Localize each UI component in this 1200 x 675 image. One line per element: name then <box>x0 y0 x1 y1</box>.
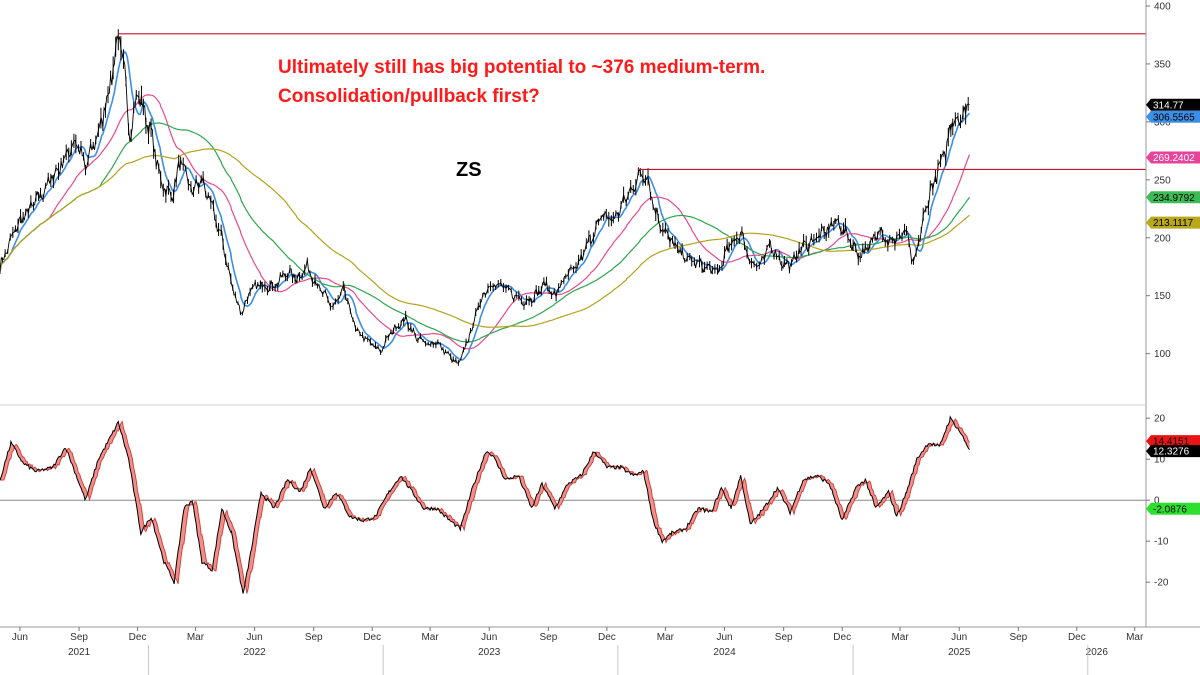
ma-value-tag-1: 269.2402 <box>1146 151 1200 164</box>
x-year-label: 2021 <box>68 647 91 658</box>
osc-value-tag-1-text: 12.3276 <box>1153 447 1190 458</box>
osc-y-tick-label: 0 <box>1154 496 1160 507</box>
x-tick-label: Jun <box>247 632 263 643</box>
ticker-title: ZS <box>456 159 482 181</box>
price-layer <box>0 29 970 366</box>
price-y-tick-label: 300 <box>1154 117 1171 128</box>
ma-value-tag-3-bg <box>1146 216 1200 229</box>
price-y-tick-label: 200 <box>1154 233 1171 244</box>
osc-value-tag-1: 12.3276 <box>1146 445 1200 458</box>
x-tick-label: Mar <box>187 632 205 643</box>
x-tick-label: Jun <box>951 632 967 643</box>
annotation-line-2: Consolidation/pullback first? <box>278 86 540 107</box>
x-tick-label: Sep <box>539 632 557 643</box>
price-y-tick-label: 400 <box>1154 2 1171 13</box>
price-y-tick-label: 250 <box>1154 175 1171 186</box>
ma-value-tag-0-bg <box>1146 110 1200 123</box>
ma-line-1 <box>0 94 971 350</box>
osc-value-tag-1-bg <box>1146 445 1200 458</box>
price-value-tag-text: 314.77 <box>1153 100 1184 111</box>
x-tick-label: Mar <box>1126 632 1144 643</box>
x-tick-label: Sep <box>775 632 793 643</box>
x-tick-label: Dec <box>129 632 147 643</box>
x-tick-label: Dec <box>833 632 851 643</box>
osc-value-tag-0: 14.4151 <box>1146 435 1200 448</box>
x-tick-label: Dec <box>363 632 381 643</box>
price-y-tick-label: 100 <box>1154 349 1171 360</box>
x-tick-label: Mar <box>421 632 439 643</box>
osc-y-tick-label: -20 <box>1154 578 1169 589</box>
x-year-label: 2026 <box>1086 647 1109 658</box>
x-tick-label: Sep <box>305 632 323 643</box>
osc-value-tag-0-bg <box>1146 435 1200 448</box>
osc-y-tick-label: -10 <box>1154 537 1169 548</box>
osc-value-tag-2: -2.0876 <box>1146 502 1200 515</box>
x-tick-label: Mar <box>891 632 909 643</box>
resistance-layer <box>118 33 1146 170</box>
ma-value-tag-2-text: 234.9792 <box>1153 193 1195 204</box>
x-tick-label: Dec <box>598 632 616 643</box>
price-y-tick-label: 350 <box>1154 59 1171 70</box>
ma-value-tag-2: 234.9792 <box>1146 191 1200 204</box>
ma-value-tag-0: 306.5565 <box>1146 110 1200 123</box>
x-tick-label: Dec <box>1068 632 1086 643</box>
osc-value-tag-2-bg <box>1146 502 1200 515</box>
osc-y-tick-label: 20 <box>1154 414 1166 425</box>
annotation-line-1: Ultimately still has big potential to ~3… <box>278 57 765 78</box>
oscillator-layer <box>0 415 1146 594</box>
osc-value-tag-2-text: -2.0876 <box>1153 504 1187 515</box>
x-year-label: 2023 <box>478 647 501 658</box>
x-year-label: 2025 <box>948 647 971 658</box>
osc-value-tag-0-text: 14.4151 <box>1153 437 1190 448</box>
osc-y-tick-label: 10 <box>1154 455 1166 466</box>
x-tick-label: Jun <box>12 632 28 643</box>
price-value-tag: 314.77 <box>1146 98 1200 111</box>
x-tick-label: Mar <box>657 632 675 643</box>
x-tick-label: Jun <box>481 632 497 643</box>
ma-value-tag-3-text: 213.1117 <box>1153 218 1194 229</box>
osc-signal-line <box>0 418 970 594</box>
x-tick-label: Sep <box>1009 632 1027 643</box>
x-tick-label: Jun <box>716 632 732 643</box>
x-year-label: 2024 <box>713 647 736 658</box>
ma-value-tag-0-text: 306.5565 <box>1153 112 1195 123</box>
price-y-tick-label: 150 <box>1154 291 1171 302</box>
ma-line-3 <box>0 148 970 328</box>
osc-line <box>0 415 970 594</box>
moving-average-layer <box>0 50 971 361</box>
ma-value-tag-1-bg <box>1146 151 1200 164</box>
ma-value-tag-3: 213.1117 <box>1146 216 1200 229</box>
price-value-tag-bg <box>1146 98 1200 111</box>
ma-value-tag-2-bg <box>1146 191 1200 204</box>
x-tick-label: Sep <box>70 632 88 643</box>
ma-line-2 <box>0 122 970 343</box>
price-line <box>0 35 970 364</box>
osc-fill-area <box>0 416 970 594</box>
x-year-label: 2022 <box>243 647 266 658</box>
ma-value-tag-1-text: 269.2402 <box>1153 153 1195 164</box>
